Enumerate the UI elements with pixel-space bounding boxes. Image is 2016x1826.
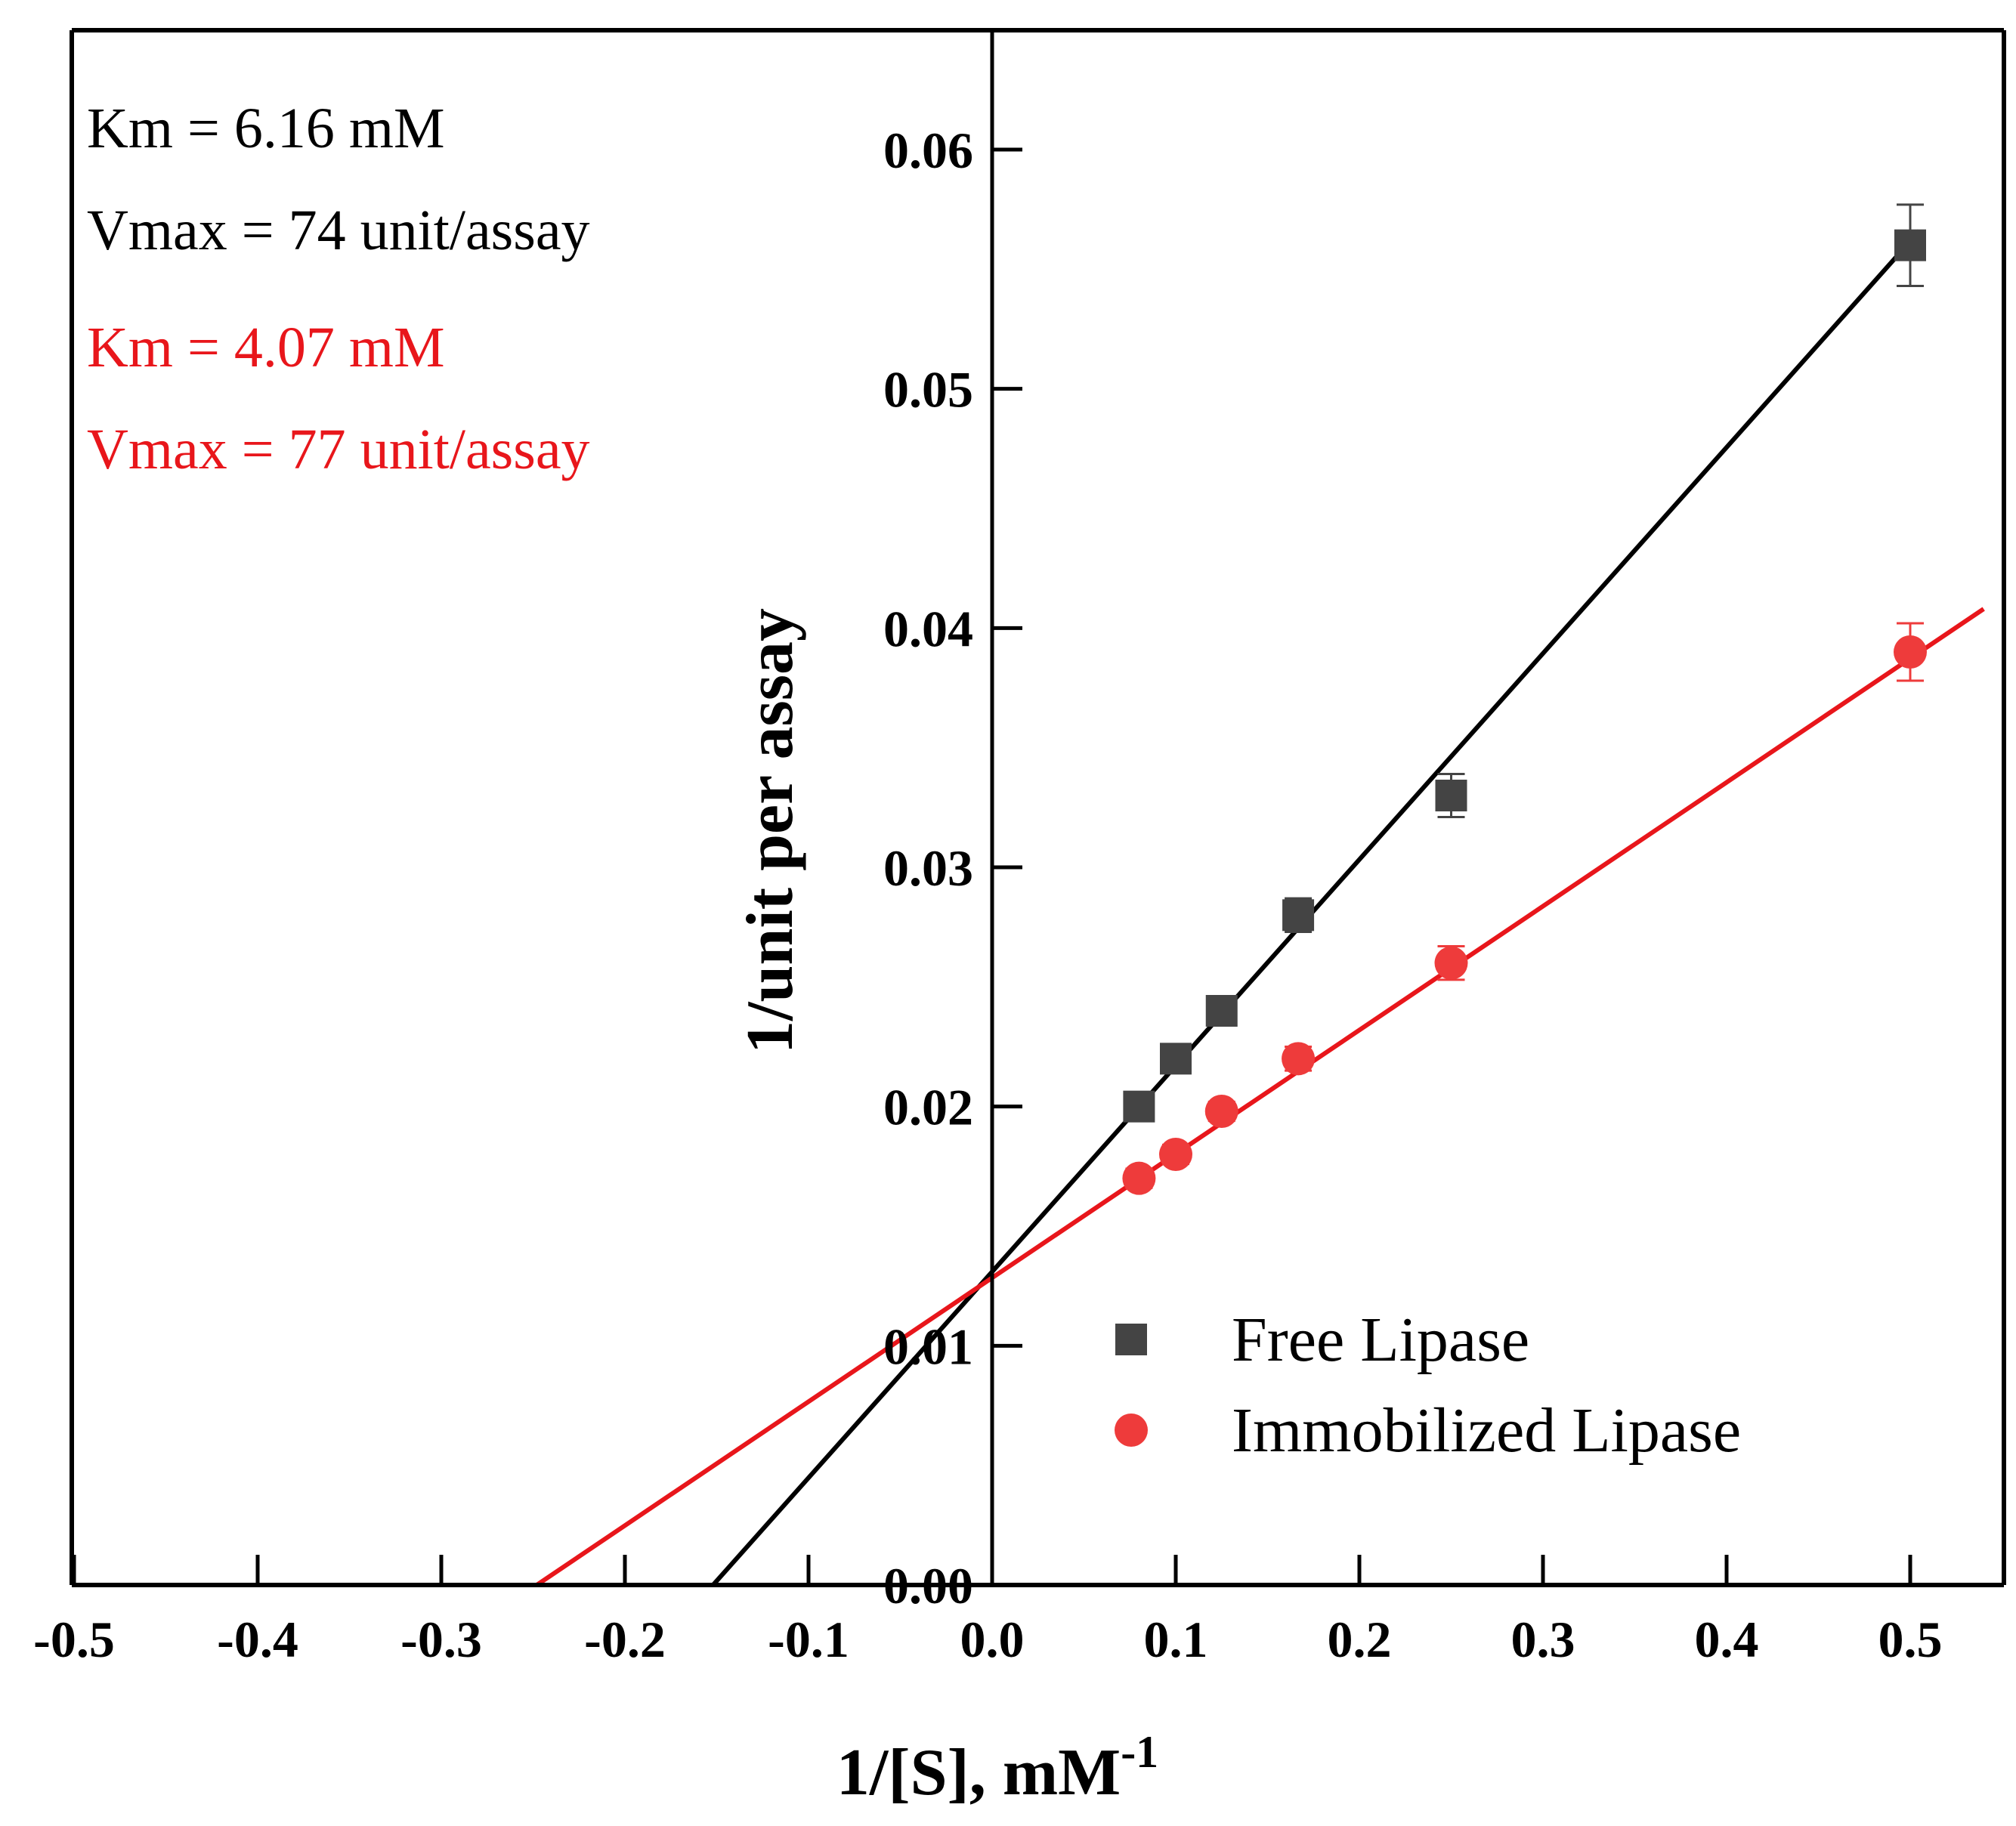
kinetic-annotations: Km = 6.16 mM Vmax = 74 unit/assay Km = 4.0…	[87, 97, 590, 481]
x-tick-label: -0.4	[217, 1611, 298, 1668]
data-point-square	[1160, 1043, 1192, 1075]
y-tick-label: 0.04	[883, 600, 973, 657]
y-tick-label: 0.02	[883, 1079, 973, 1136]
x-tick-label: -0.1	[768, 1611, 849, 1668]
data-markers	[1122, 229, 1927, 1195]
tick-labels: -0.5 -0.4 -0.3 -0.2 -0.1 0.0 0.1 0.2 0.3 0.4 0.5 0.…	[33, 122, 1942, 1668]
annotation-line: Vmax = 77 unit/assay	[87, 418, 590, 481]
legend-label: Immobilized Lipase	[1232, 1395, 1741, 1466]
data-point-square	[1435, 780, 1467, 811]
error-bars	[1125, 203, 1924, 1189]
x-tick-label: 0.2	[1328, 1611, 1392, 1668]
data-point-circle	[1159, 1138, 1192, 1171]
y-tick-label: 0.01	[883, 1318, 973, 1375]
legend-circle-icon	[1115, 1414, 1148, 1447]
x-tick-label: 0.0	[960, 1611, 1025, 1668]
fit-line-0	[711, 229, 1922, 1587]
fit-line-1	[535, 607, 1985, 1587]
annotation-line: Km = 4.07 mM	[87, 316, 445, 379]
legend-label: Free Lipase	[1232, 1305, 1529, 1375]
y-tick-label: 0.03	[883, 839, 973, 897]
x-tick-label: 0.1	[1144, 1611, 1208, 1668]
data-point-circle	[1122, 1161, 1156, 1195]
x-tick-label: -0.2	[584, 1611, 666, 1668]
y-tick-label: 0.06	[883, 122, 973, 179]
x-axis-title-main: 1/[S], mM	[836, 1736, 1121, 1809]
data-point-square	[1123, 1090, 1155, 1123]
legend-square-icon	[1115, 1324, 1147, 1355]
data-point-circle	[1894, 635, 1927, 669]
x-tick-label: -0.5	[33, 1611, 115, 1668]
data-point-square	[1205, 995, 1238, 1027]
x-axis-title-superscript: -1	[1121, 1727, 1158, 1777]
data-point-square	[1282, 899, 1315, 932]
fit-lines	[535, 229, 1985, 1587]
data-point-square	[1894, 229, 1926, 261]
annotation-line: Vmax = 74 unit/assay	[87, 199, 590, 262]
axes	[70, 28, 2006, 1587]
annotation-line: Km = 6.16 mM	[87, 97, 445, 160]
data-point-circle	[1434, 946, 1468, 980]
y-axis-title: 1/unit per assay	[734, 608, 807, 1054]
data-point-circle	[1204, 1095, 1238, 1128]
x-axis-title: 1/[S], mM-1	[836, 1727, 1158, 1809]
x-tick-label: 0.4	[1695, 1611, 1759, 1668]
x-tick-label: -0.3	[400, 1611, 482, 1668]
y-tick-label: 0.00	[883, 1557, 973, 1614]
legend: Free Lipase Immobilized Lipase	[1115, 1305, 1741, 1466]
data-point-circle	[1282, 1042, 1316, 1076]
x-tick-label: 0.3	[1511, 1611, 1575, 1668]
y-tick-label: 0.05	[883, 361, 973, 419]
x-tick-label: 0.5	[1878, 1611, 1943, 1668]
tick-marks	[72, 147, 1912, 1585]
